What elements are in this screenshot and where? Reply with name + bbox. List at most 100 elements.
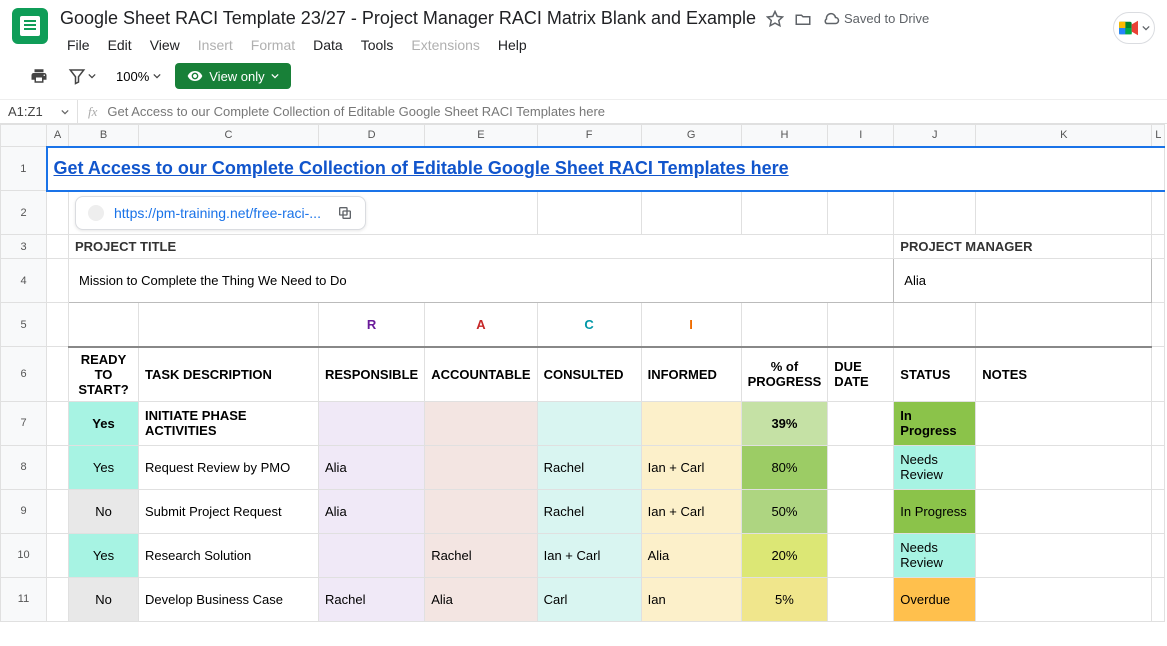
- fx-icon[interactable]: fx: [78, 104, 107, 120]
- ready-cell[interactable]: No: [69, 577, 139, 621]
- status-cell[interactable]: Needs Review: [894, 533, 976, 577]
- due-cell[interactable]: [828, 533, 894, 577]
- row-header-1[interactable]: 1: [1, 147, 47, 191]
- progress-cell[interactable]: 80%: [741, 445, 828, 489]
- ready-cell[interactable]: Yes: [69, 401, 139, 445]
- status-cell[interactable]: In Progress: [894, 489, 976, 533]
- consulted-cell[interactable]: Ian + Carl: [537, 533, 641, 577]
- menu-view[interactable]: View: [143, 33, 187, 57]
- ready-cell[interactable]: Yes: [69, 445, 139, 489]
- view-only-button[interactable]: View only: [175, 63, 290, 89]
- corner-cell[interactable]: [1, 125, 47, 147]
- due-cell[interactable]: [828, 445, 894, 489]
- progress-cell[interactable]: 39%: [741, 401, 828, 445]
- row-header-11[interactable]: 11: [1, 577, 47, 621]
- spreadsheet-grid[interactable]: ABCDEFGHIJKL 1 Get Access to our Complete…: [0, 124, 1167, 642]
- informed-cell[interactable]: [641, 401, 741, 445]
- cell-linkcard[interactable]: https://pm-training.net/free-raci-...: [69, 191, 538, 235]
- document-title[interactable]: Google Sheet RACI Template 23/27 - Proje…: [60, 8, 756, 29]
- col-header-L[interactable]: L: [1152, 125, 1165, 147]
- star-icon[interactable]: [766, 10, 784, 28]
- zoom-selector[interactable]: 100%: [110, 69, 167, 84]
- notes-cell[interactable]: [976, 445, 1152, 489]
- progress-cell[interactable]: 50%: [741, 489, 828, 533]
- responsible-cell[interactable]: Alia: [319, 445, 425, 489]
- move-icon[interactable]: [794, 10, 812, 28]
- col-header-B[interactable]: B: [69, 125, 139, 147]
- informed-cell[interactable]: Ian + Carl: [641, 445, 741, 489]
- print-icon[interactable]: [24, 63, 54, 89]
- status-cell[interactable]: Overdue: [894, 577, 976, 621]
- progress-cell[interactable]: 20%: [741, 533, 828, 577]
- informed-cell[interactable]: Alia: [641, 533, 741, 577]
- notes-cell[interactable]: [976, 401, 1152, 445]
- accountable-cell[interactable]: [425, 445, 537, 489]
- responsible-cell[interactable]: Rachel: [319, 577, 425, 621]
- task-cell[interactable]: Submit Project Request: [139, 489, 319, 533]
- row-header-2[interactable]: 2: [1, 191, 47, 235]
- consulted-cell[interactable]: Carl: [537, 577, 641, 621]
- link-preview-card[interactable]: https://pm-training.net/free-raci-...: [75, 196, 366, 230]
- due-cell[interactable]: [828, 401, 894, 445]
- task-cell[interactable]: Develop Business Case: [139, 577, 319, 621]
- consulted-cell[interactable]: [537, 401, 641, 445]
- menu-file[interactable]: File: [60, 33, 97, 57]
- notes-cell[interactable]: [976, 577, 1152, 621]
- row-header-8[interactable]: 8: [1, 445, 47, 489]
- notes-cell[interactable]: [976, 533, 1152, 577]
- ready-cell[interactable]: Yes: [69, 533, 139, 577]
- col-header-J[interactable]: J: [894, 125, 976, 147]
- responsible-cell[interactable]: Alia: [319, 489, 425, 533]
- formula-content[interactable]: Get Access to our Complete Collection of…: [107, 104, 1167, 119]
- row-header-3[interactable]: 3: [1, 235, 47, 259]
- menu-help[interactable]: Help: [491, 33, 534, 57]
- row-header-7[interactable]: 7: [1, 401, 47, 445]
- col-header-D[interactable]: D: [319, 125, 425, 147]
- status-cell[interactable]: In Progress: [894, 401, 976, 445]
- accountable-cell[interactable]: Alia: [425, 577, 537, 621]
- row-header-5[interactable]: 5: [1, 303, 47, 347]
- name-box[interactable]: A1:Z1: [0, 100, 78, 123]
- access-link[interactable]: Get Access to our Complete Collection of…: [54, 158, 789, 178]
- row-header-9[interactable]: 9: [1, 489, 47, 533]
- col-header-A[interactable]: A: [47, 125, 69, 147]
- menu-tools[interactable]: Tools: [354, 33, 401, 57]
- col-header-C[interactable]: C: [139, 125, 319, 147]
- row-header-4[interactable]: 4: [1, 259, 47, 303]
- filter-icon[interactable]: [62, 63, 102, 89]
- consulted-cell[interactable]: Rachel: [537, 489, 641, 533]
- status-cell[interactable]: Needs Review: [894, 445, 976, 489]
- row-header-10[interactable]: 10: [1, 533, 47, 577]
- consulted-cell[interactable]: Rachel: [537, 445, 641, 489]
- task-cell[interactable]: INITIATE PHASE ACTIVITIES: [139, 401, 319, 445]
- col-header-F[interactable]: F: [537, 125, 641, 147]
- row-header-6[interactable]: 6: [1, 347, 47, 402]
- notes-cell[interactable]: [976, 489, 1152, 533]
- menu-edit[interactable]: Edit: [101, 33, 139, 57]
- menu-data[interactable]: Data: [306, 33, 350, 57]
- project-manager-value[interactable]: Alia: [894, 259, 1152, 303]
- progress-cell[interactable]: 5%: [741, 577, 828, 621]
- responsible-cell[interactable]: [319, 401, 425, 445]
- copy-icon[interactable]: [337, 205, 353, 221]
- task-cell[interactable]: Research Solution: [139, 533, 319, 577]
- accountable-cell[interactable]: [425, 401, 537, 445]
- col-header-I[interactable]: I: [828, 125, 894, 147]
- col-header-G[interactable]: G: [641, 125, 741, 147]
- col-header-E[interactable]: E: [425, 125, 537, 147]
- informed-cell[interactable]: Ian: [641, 577, 741, 621]
- responsible-cell[interactable]: [319, 533, 425, 577]
- accountable-cell[interactable]: [425, 489, 537, 533]
- project-title-value[interactable]: Mission to Complete the Thing We Need to…: [69, 259, 894, 303]
- meet-button[interactable]: [1113, 12, 1155, 44]
- ready-cell[interactable]: No: [69, 489, 139, 533]
- app-logo[interactable]: [12, 8, 48, 44]
- due-cell[interactable]: [828, 577, 894, 621]
- col-header-H[interactable]: H: [741, 125, 828, 147]
- due-cell[interactable]: [828, 489, 894, 533]
- cell-a1[interactable]: Get Access to our Complete Collection of…: [47, 147, 1165, 191]
- informed-cell[interactable]: Ian + Carl: [641, 489, 741, 533]
- col-header-K[interactable]: K: [976, 125, 1152, 147]
- cloud-status[interactable]: Saved to Drive: [822, 10, 929, 28]
- accountable-cell[interactable]: Rachel: [425, 533, 537, 577]
